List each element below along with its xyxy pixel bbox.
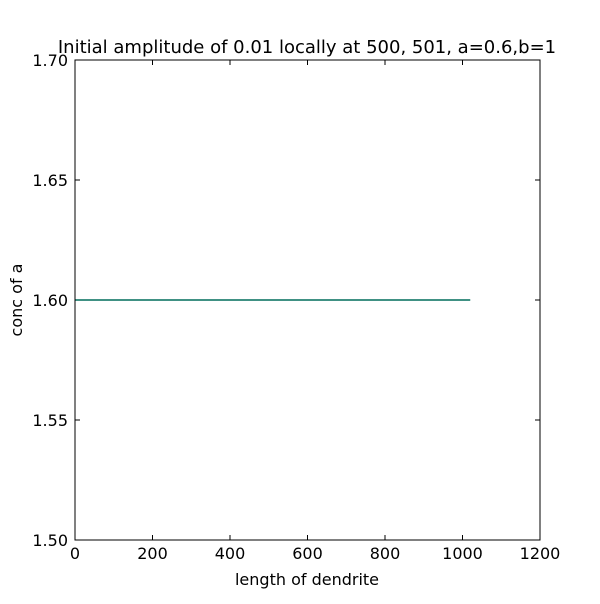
y-tick-label: 1.65: [32, 171, 68, 190]
x-tick-label: 1200: [520, 544, 561, 563]
x-tick-label: 0: [70, 544, 80, 563]
x-tick-label: 800: [370, 544, 401, 563]
x-tick-label: 1000: [442, 544, 483, 563]
chart-title: Initial amplitude of 0.01 locally at 500…: [58, 37, 556, 58]
plot-frame: [74, 59, 541, 541]
axis-tick-labels: 0 200 400 600 800 1000 1200 1.50 1.55 1.60 1.65 1.7…: [32, 51, 560, 563]
x-tick-label: 400: [215, 544, 246, 563]
x-axis-label: length of dendrite: [235, 570, 379, 589]
y-tick-label: 1.50: [32, 531, 68, 550]
y-tick-label: 1.60: [32, 291, 68, 310]
y-tick-label: 1.70: [32, 51, 68, 70]
y-tick-label: 1.55: [32, 411, 68, 430]
x-tick-label: 200: [137, 544, 168, 563]
x-tick-label: 600: [292, 544, 323, 563]
y-axis-label: conc of a: [7, 264, 26, 337]
